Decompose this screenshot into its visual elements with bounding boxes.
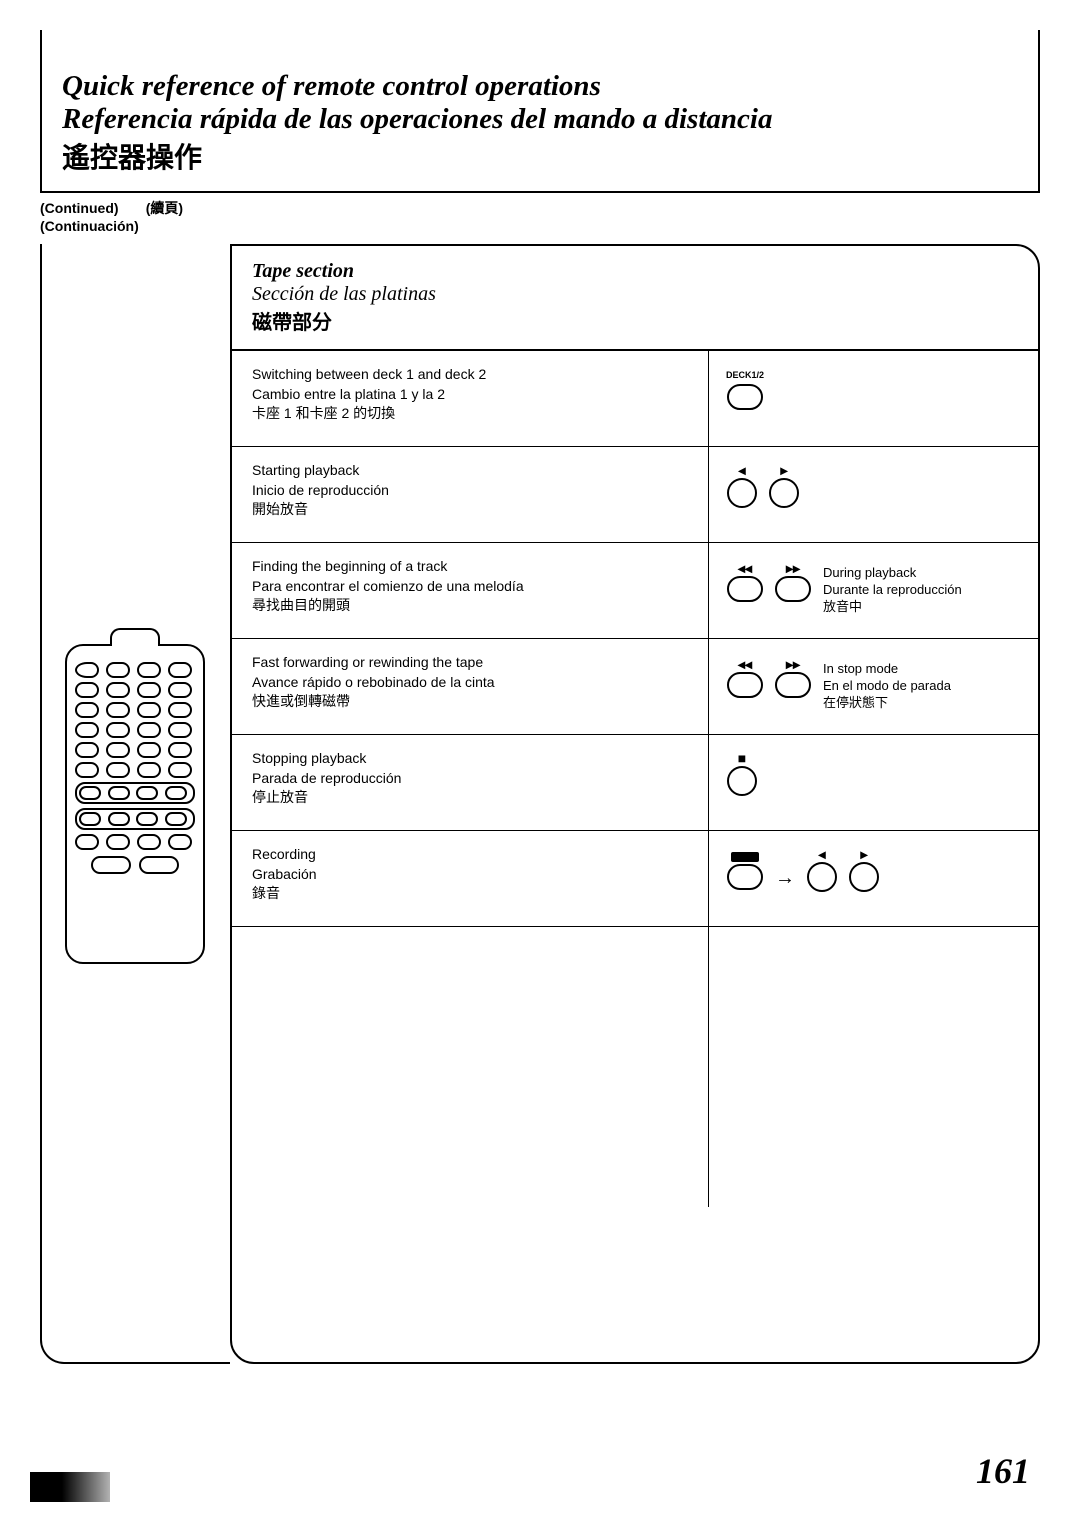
rew-button-icon: ◂◂: [727, 576, 763, 605]
section-title-en: Tape section: [252, 260, 1018, 283]
title-box: Quick reference of remote control operat…: [40, 30, 1040, 193]
play-fwd-button-icon: ▸: [769, 478, 799, 511]
op-desc: Starting playback Inicio de reproducción…: [232, 447, 708, 542]
section-title-zh: 磁帶部分: [252, 306, 1018, 335]
op-row-stop: Stopping playback Parada de reproducción…: [232, 735, 1038, 831]
op-row-start-playback: Starting playback Inicio de reproducción…: [232, 447, 1038, 543]
op-icons: ■: [708, 735, 1038, 830]
op-desc: Fast forwarding or rewinding the tape Av…: [232, 639, 708, 734]
op-desc: Switching between deck 1 and deck 2 Camb…: [232, 351, 708, 446]
page-number: 161: [976, 1450, 1030, 1492]
op-row-ff-rew: Fast forwarding or rewinding the tape Av…: [232, 639, 1038, 735]
op-icons: ◂ ▸: [708, 447, 1038, 542]
remote-big-buttons: [75, 856, 195, 874]
op-desc: Recording Grabación 錄音: [232, 831, 708, 926]
ff-button-icon: ▸▸: [775, 576, 811, 605]
main-area: Tape section Sección de las platinas 磁帶部…: [40, 244, 1040, 1364]
corner-mark: [30, 1472, 110, 1502]
continued-row: (Continued) (續頁) (Continuación): [40, 198, 1040, 234]
section-title-es: Sección de las platinas: [252, 283, 1018, 306]
ff-button-icon: ▸▸: [775, 672, 811, 701]
play-rev-button-icon: ◂: [807, 862, 837, 895]
op-icons: DECK1/2: [708, 351, 1038, 446]
rew-button-icon: ◂◂: [727, 672, 763, 701]
remote-illustration: [65, 644, 205, 964]
continued-es: (Continuación): [40, 218, 139, 234]
arrow-right-icon: →: [775, 867, 795, 890]
op-desc: Finding the beginning of a track Para en…: [232, 543, 708, 638]
remote-button-grid: [75, 662, 195, 778]
title-chinese: 遙控器操作: [62, 136, 1018, 176]
op-icons: → ◂ ▸: [708, 831, 1038, 926]
stop-button-icon: ■: [727, 766, 757, 799]
play-fwd-button-icon: ▸: [849, 862, 879, 895]
remote-button-grid-2: [75, 834, 195, 850]
operations-table: Tape section Sección de las platinas 磁帶部…: [230, 244, 1040, 1364]
rec-button-icon: [727, 864, 763, 893]
op-icons: ◂◂ ▸▸ During playback Durante la reprodu…: [708, 543, 1038, 638]
op-desc: Stopping playback Parada de reproducción…: [232, 735, 708, 830]
title-english: Quick reference of remote control operat…: [62, 70, 1018, 103]
op-row-deck-switch: Switching between deck 1 and deck 2 Camb…: [232, 351, 1038, 447]
remote-ir-window: [110, 628, 160, 646]
section-header: Tape section Sección de las platinas 磁帶部…: [232, 246, 1038, 351]
remote-highlight-row-2: [75, 808, 195, 830]
remote-column: [40, 244, 230, 1364]
op-icons: ◂◂ ▸▸ In stop mode En el modo de parada …: [708, 639, 1038, 734]
play-rev-button-icon: ◂: [727, 478, 757, 511]
empty-row: [232, 927, 1038, 1207]
title-spanish: Referencia rápida de las operaciones del…: [62, 103, 1018, 136]
continued-zh: (續頁): [146, 200, 183, 216]
remote-highlight-row-1: [75, 782, 195, 804]
op-row-find-track: Finding the beginning of a track Para en…: [232, 543, 1038, 639]
deck-button-icon: DECK1/2: [727, 384, 763, 413]
op-row-recording: Recording Grabación 錄音 → ◂ ▸: [232, 831, 1038, 927]
note-text: In stop mode En el modo de parada 在停狀態下: [823, 661, 951, 712]
note-text: During playback Durante la reproducción …: [823, 565, 962, 616]
continued-en: (Continued): [40, 200, 119, 216]
